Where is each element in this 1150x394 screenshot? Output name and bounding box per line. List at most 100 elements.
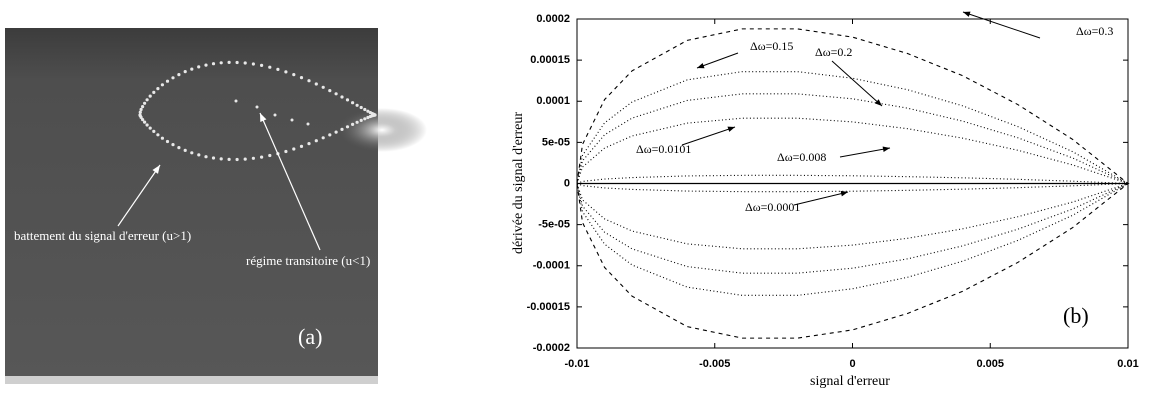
y-tick-label: -5e-05 (538, 219, 570, 231)
photo-dot (177, 73, 181, 77)
annotation-arrow (793, 190, 849, 206)
y-tick-label: 0.0002 (536, 13, 570, 25)
photo-dot (165, 79, 170, 83)
arrow (259, 112, 321, 251)
photo-dot (359, 118, 363, 122)
photo-dot (260, 155, 264, 159)
photo-dot (359, 105, 363, 110)
photo-dot (255, 105, 259, 109)
photo-dot (321, 136, 325, 140)
photo-dot (148, 94, 152, 98)
y-tick-label: 0.0001 (536, 95, 570, 107)
photo-dot (328, 89, 332, 93)
series-label: Δω=0.3 (1076, 24, 1113, 38)
x-tick-label: 0.01 (1117, 358, 1138, 370)
photo-dot (143, 120, 147, 124)
photo-dot (340, 127, 344, 131)
series-line (576, 71, 1130, 296)
photo-dot (366, 115, 370, 120)
photo-dot (290, 118, 294, 122)
annotation-arrow (681, 126, 736, 146)
photo-dot (314, 82, 318, 86)
series-label: Δω=0.2 (815, 45, 852, 59)
photo-dot (299, 144, 304, 148)
photo-dot (143, 101, 147, 105)
photo-dot (307, 79, 311, 83)
photo-dot (138, 110, 142, 114)
photo-dot (306, 122, 310, 126)
annotation-arrow (696, 52, 739, 69)
photo-dot (292, 147, 296, 151)
photo-dot (276, 67, 280, 71)
photo-dot (351, 101, 355, 105)
photo-dot (219, 61, 223, 65)
plot-panel: signal d'erreur dérivée du signal d'erre… (511, 11, 1139, 389)
photo-dot (251, 62, 255, 66)
photo-dot (156, 87, 160, 91)
photo-dot (243, 61, 247, 65)
photo-annotation: battement du signal d'erreur (u>1) (14, 228, 191, 243)
photo-dot (307, 142, 311, 146)
arrow (117, 164, 161, 227)
photo-dot (235, 60, 239, 65)
photo-dot (334, 130, 338, 134)
photo-dot (138, 113, 142, 117)
photo-dot (152, 129, 156, 133)
y-tick-label: 5e-05 (542, 136, 570, 148)
photo-dot (292, 73, 296, 77)
photo-dot (268, 65, 272, 69)
photo-dot (139, 107, 143, 112)
photo-dot (165, 139, 170, 144)
photo-dot (197, 153, 201, 157)
photo-dot (141, 105, 145, 109)
photo-dot (177, 146, 181, 150)
photo-dot (243, 157, 247, 161)
photo-dot (145, 123, 149, 127)
photo-dot (160, 136, 164, 140)
photo-dot (171, 76, 175, 80)
y-tick-label: -0.00015 (527, 301, 570, 313)
photo-dot (368, 114, 372, 119)
photo-dot (204, 155, 208, 159)
photo-dot (299, 76, 304, 80)
panel-label: (a) (298, 324, 322, 349)
y-tick-label: -0.0002 (533, 342, 570, 354)
photo-dot (314, 139, 318, 143)
photo-dot (145, 98, 149, 102)
photo-dot (373, 113, 377, 117)
series-label: Δω=0.0101 (636, 142, 691, 156)
photo-dot (268, 153, 272, 158)
x-axis-title: signal d'erreur (810, 374, 890, 389)
photo-dot (171, 143, 175, 147)
photo-dot (284, 149, 288, 154)
photo-dot (334, 92, 338, 96)
photo-dot (211, 62, 216, 66)
photo-dot (211, 156, 216, 160)
photo-dot (351, 122, 355, 126)
photo-dot (251, 156, 255, 160)
photo-dot (273, 113, 277, 117)
photo-background (5, 28, 378, 376)
photo-dot (363, 117, 367, 121)
photo-dot (355, 103, 359, 107)
photo-dot (197, 65, 201, 69)
photo-dot (340, 95, 344, 99)
annotation-arrow (962, 11, 1041, 39)
photo-dot (363, 107, 367, 112)
photo-dot (227, 60, 231, 64)
photo-dot (355, 120, 359, 124)
y-tick-label: -0.0001 (533, 260, 570, 272)
series-label: Δω=0.0001 (745, 200, 800, 214)
annotation-arrow (831, 60, 883, 107)
photo-dot (321, 85, 325, 89)
photo-dot (345, 98, 350, 102)
panel-label: (b) (1063, 303, 1089, 328)
photo-panel: battement du signal d'erreur (u>1) régim… (5, 28, 427, 384)
glow (337, 108, 427, 152)
photo-dot (235, 157, 239, 162)
x-tick-label: -0.005 (699, 358, 730, 370)
x-tick-label: 0.005 (976, 358, 1004, 370)
x-tick-label: -0.01 (564, 358, 589, 370)
